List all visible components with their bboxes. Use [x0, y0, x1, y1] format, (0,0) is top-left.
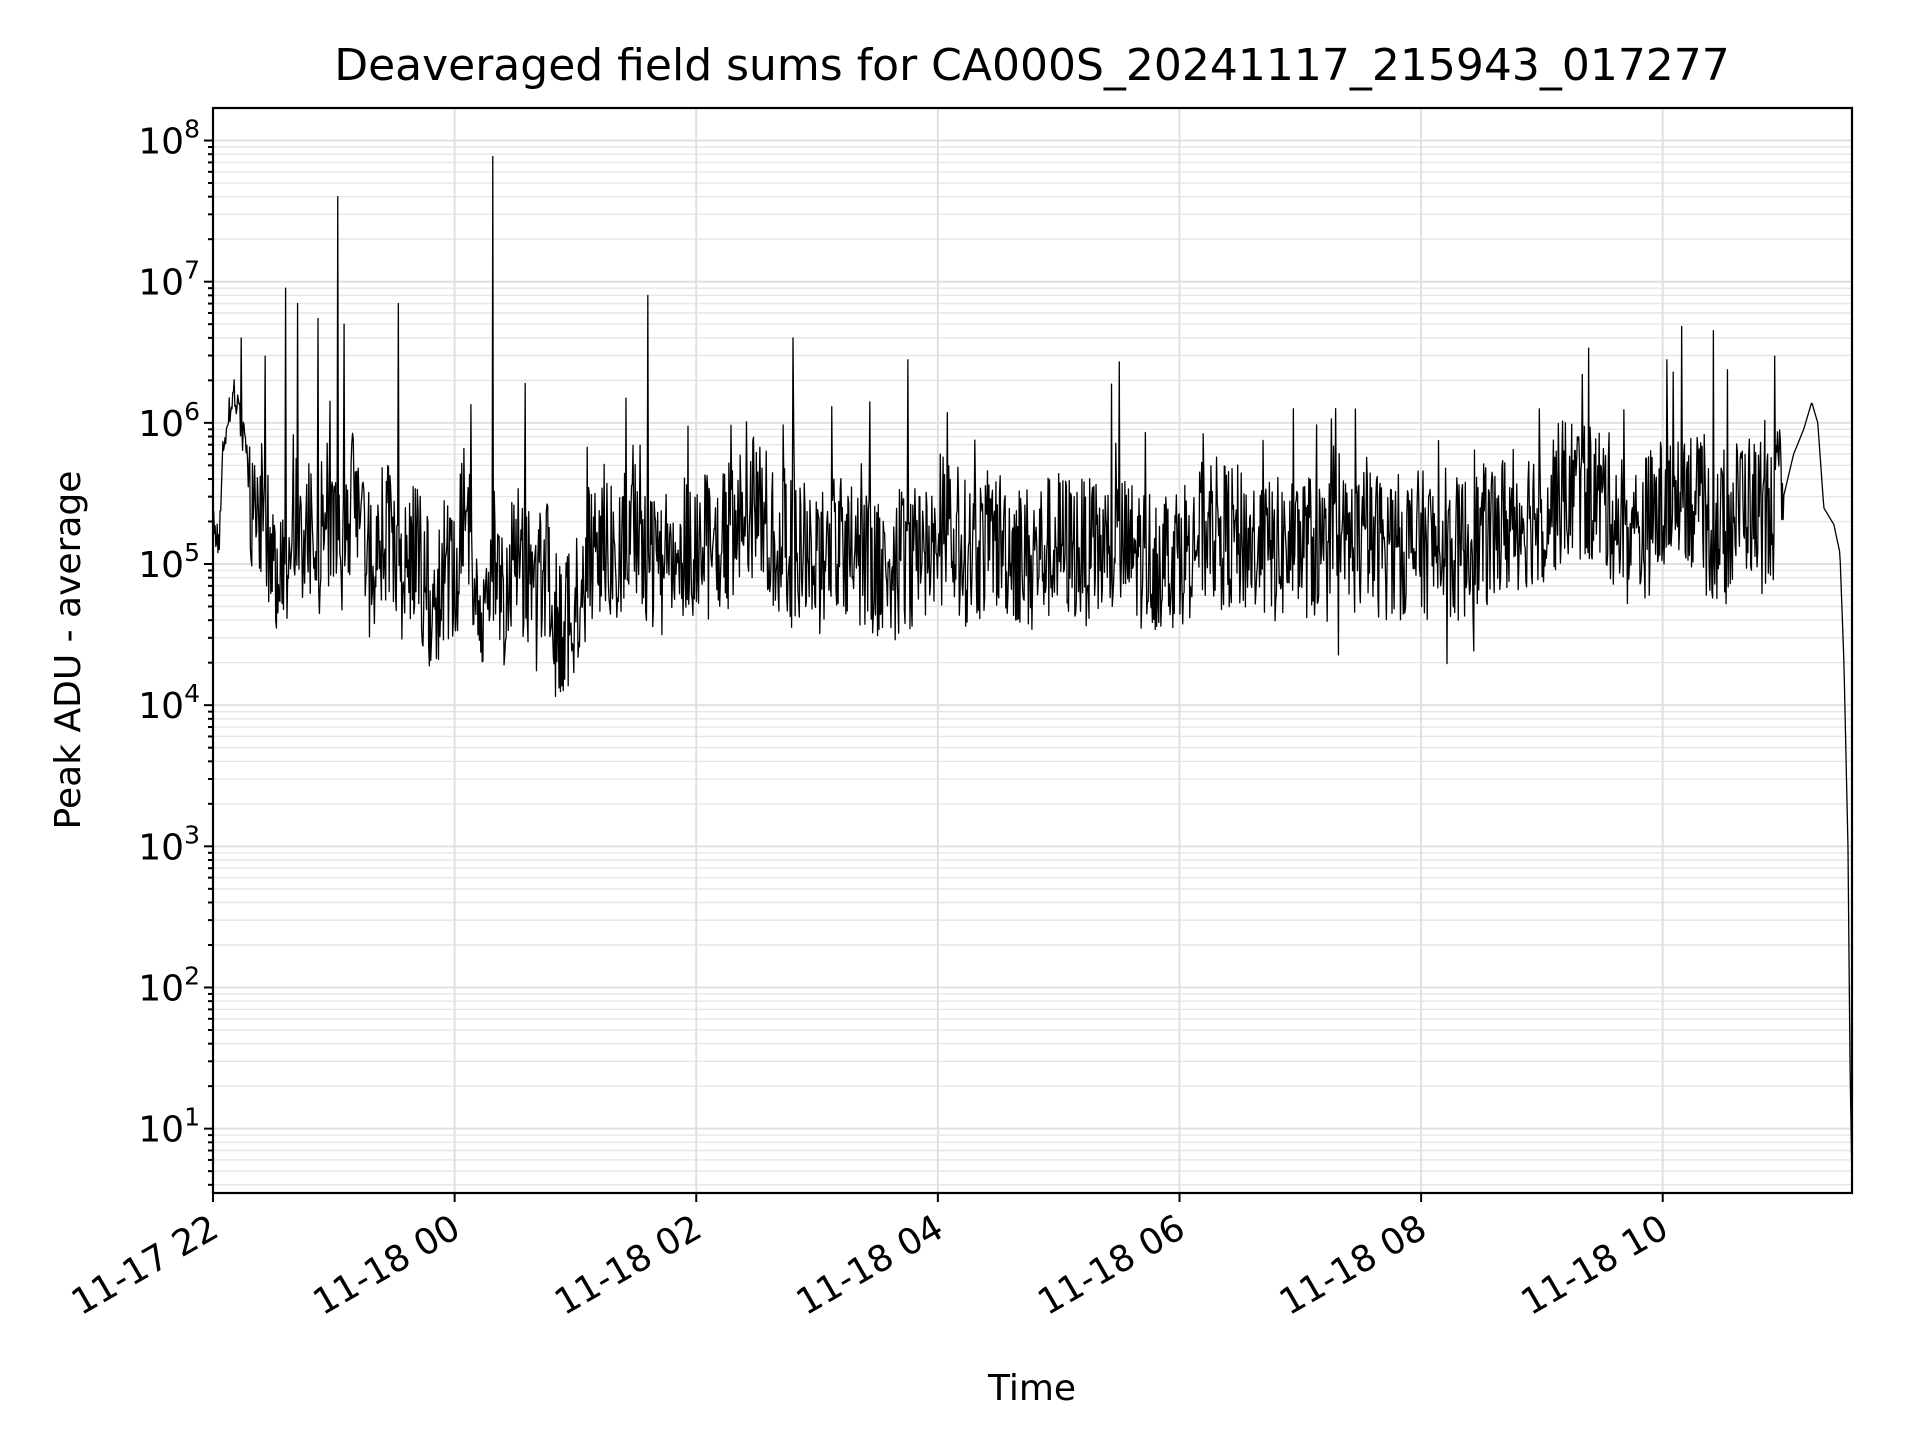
y-tick-label: 103 [138, 820, 200, 868]
x-tick-label: 11-18 00 [306, 1207, 467, 1323]
plot-frame [211, 106, 1854, 1195]
y-tick-label: 102 [138, 961, 200, 1009]
y-tick-label: 101 [138, 1103, 200, 1151]
grid [212, 108, 1852, 1193]
x-tick-label: 11-18 06 [1031, 1207, 1192, 1323]
x-tick-label: 11-18 02 [548, 1207, 709, 1323]
y-tick-label: 105 [138, 538, 200, 586]
y-tick-label: 108 [138, 115, 200, 163]
x-tick-label: 11-18 08 [1273, 1207, 1434, 1323]
series-layer [212, 155, 1853, 1185]
y-tick-label: 106 [138, 397, 200, 445]
series-line [212, 155, 1853, 1185]
x-tick-label: 11-18 04 [790, 1207, 951, 1323]
y-tick-label: 107 [138, 256, 200, 304]
y-tick-label: 104 [138, 679, 200, 727]
x-axis-label: Time [987, 1368, 1076, 1409]
y-axis-label: Peak ADU - average [48, 471, 89, 830]
chart-title: Deaveraged field sums for CA000S_2024111… [334, 40, 1730, 91]
x-tick-label: 11-17 22 [65, 1207, 226, 1323]
x-tick-label: 11-18 10 [1515, 1207, 1676, 1323]
